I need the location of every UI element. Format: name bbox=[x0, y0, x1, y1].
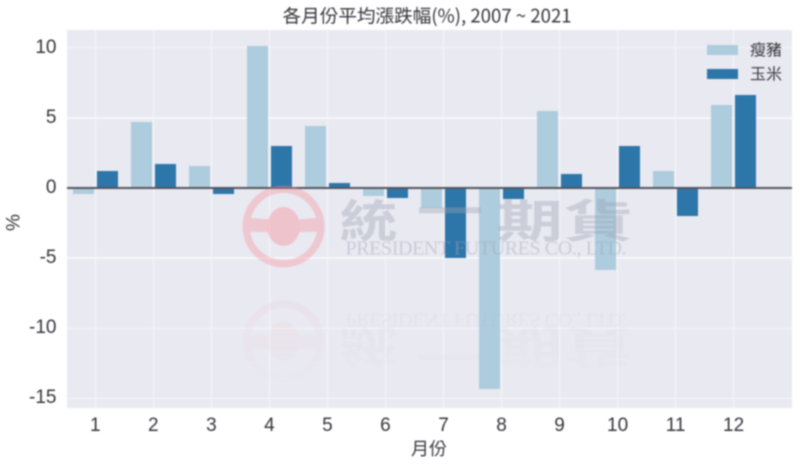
svg-text:PRESIDENT FUTURES CO., LTD.: PRESIDENT FUTURES CO., LTD. bbox=[346, 238, 627, 260]
svg-text:PRESIDENT FUTURES CO., LTD.: PRESIDENT FUTURES CO., LTD. bbox=[346, 309, 627, 331]
